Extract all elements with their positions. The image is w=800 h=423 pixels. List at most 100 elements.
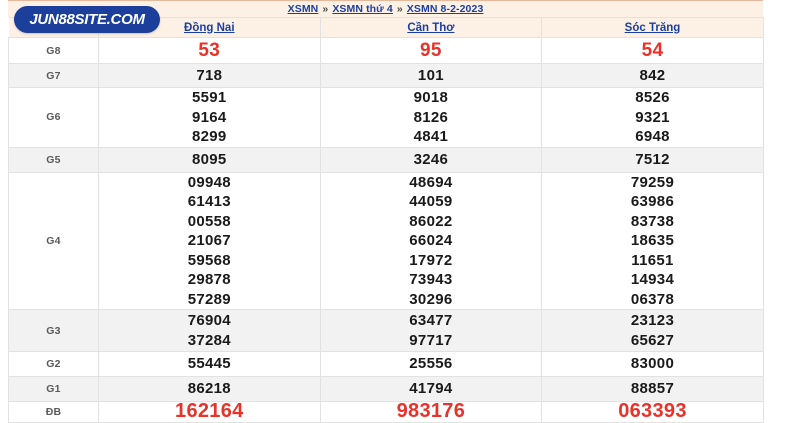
- prize-number: 4841: [413, 128, 449, 145]
- prize-number: 61413: [187, 193, 231, 210]
- prize-number: 9164: [192, 108, 227, 126]
- breadcrumb-item-0[interactable]: XSMN: [287, 3, 319, 15]
- prize-number: 59568: [187, 251, 231, 269]
- lottery-results-page: XSMN » XSMN thứ 4 » XSMN 8-2-2023 JUN88S…: [8, 0, 764, 423]
- prize-number: 86218: [187, 380, 231, 398]
- prize-number: 162164: [175, 400, 244, 422]
- prize-number: 73943: [409, 271, 453, 288]
- prize-number: 37284: [187, 331, 231, 349]
- prize-cell-g8-c-n-th: 95: [319, 37, 543, 64]
- table-row: G6 5591 9164 8299 9018 8126 4841 8526 9321 6948: [8, 87, 764, 148]
- prize-cell-g2-ng-nai: 55445: [98, 351, 321, 377]
- prize-number: 983176: [396, 400, 466, 422]
- prize-number: 8126: [413, 108, 449, 126]
- prize-label-g1: G1: [8, 376, 99, 402]
- prize-number: 3246: [413, 150, 449, 168]
- prize-label-g5: G5: [8, 146, 99, 173]
- prize-number: 86022: [409, 212, 453, 230]
- prize-label-g2: G2: [8, 351, 99, 377]
- prize-number: 83738: [630, 212, 675, 230]
- prize-number: 83000: [630, 355, 675, 373]
- column-header-province-2[interactable]: Sóc Trăng: [541, 17, 764, 38]
- prize-cell-g8-ng-nai: 53: [98, 37, 321, 64]
- breadcrumb: XSMN » XSMN thứ 4 » XSMN 8-2-2023: [8, 1, 763, 17]
- prize-number: 76904: [187, 312, 231, 329]
- prize-number: 5591: [192, 89, 227, 106]
- prize-number: 44059: [409, 193, 453, 210]
- prize-number: 21067: [187, 232, 231, 249]
- prize-cell-g5-c-n-th: 3246: [319, 146, 543, 173]
- breadcrumb-item-1[interactable]: XSMN thứ 4: [332, 3, 393, 15]
- prize-label-g8: G8: [8, 37, 99, 64]
- prize-number: 29878: [187, 271, 231, 288]
- prize-number: 9018: [413, 89, 449, 106]
- prize-number: 8095: [192, 150, 227, 168]
- prize-cell-g5-s-c-tr-ng: 7512: [541, 146, 764, 173]
- prize-label-g6: G6: [8, 87, 99, 148]
- prize-cell-g3-ng-nai: 76904 37284: [98, 309, 321, 352]
- prize-label-b: ĐB: [8, 401, 99, 423]
- table-row: G4 09948 61413 00558 21067 59568 29878 57289 486…: [8, 171, 764, 310]
- prize-cell-g7-ng-nai: 718: [98, 63, 321, 88]
- prize-number: 11651: [631, 251, 674, 269]
- prize-cell-g6-ng-nai: 5591 9164 8299: [98, 87, 321, 148]
- prize-label-g7: G7: [8, 63, 99, 88]
- prize-number: 718: [196, 66, 223, 84]
- prize-number: 101: [417, 66, 444, 84]
- table-row: G7 718 101 842: [8, 63, 764, 88]
- prize-number: 63477: [409, 312, 453, 329]
- prize-cell-g6-s-c-tr-ng: 8526 9321 6948: [541, 87, 764, 148]
- prize-number: 66024: [409, 232, 453, 249]
- prize-number: 57289: [187, 290, 231, 308]
- prize-number: 23123: [630, 312, 675, 329]
- table-row: ĐB 162164 983176 063393: [8, 400, 764, 423]
- prize-number: 95: [420, 39, 442, 61]
- prize-cell-b-s-c-tr-ng: 063393: [541, 400, 764, 423]
- prize-number: 8526: [635, 89, 670, 106]
- prize-number: 53: [198, 39, 221, 61]
- prize-cell-g7-c-n-th: 101: [319, 63, 543, 88]
- header-strip: [8, 0, 763, 17]
- prize-number: 41794: [409, 380, 453, 398]
- lottery-results-table: Đồng Nai Cần Thơ Sóc Trăng G8 53 95 54 G7 718…: [8, 17, 764, 423]
- prize-number: 55445: [187, 355, 231, 373]
- province-name-0: Đồng Nai: [184, 21, 235, 34]
- province-name-2: Sóc Trăng: [624, 21, 681, 34]
- table-row: G5 8095 3246 7512: [8, 146, 764, 173]
- table-row: G2 55445 25556 83000: [8, 351, 764, 377]
- prize-cell-g1-ng-nai: 86218: [98, 376, 321, 402]
- prize-cell-b-ng-nai: 162164: [98, 400, 321, 423]
- table-row: G1 86218 41794 88857: [8, 376, 764, 402]
- prize-number: 25556: [409, 355, 453, 373]
- column-header-province-1[interactable]: Cần Thơ: [319, 17, 543, 38]
- prize-number: 79259: [630, 173, 675, 191]
- breadcrumb-separator: »: [396, 3, 403, 15]
- prize-number: 00558: [187, 212, 231, 230]
- prize-label-g3: G3: [8, 309, 99, 352]
- prize-cell-g4-ng-nai: 09948 61413 00558 21067 59568 29878 57289: [98, 171, 321, 310]
- prize-cell-g3-s-c-tr-ng: 23123 65627: [541, 309, 764, 352]
- breadcrumb-item-2[interactable]: XSMN 8-2-2023: [406, 3, 484, 15]
- prize-number: 18635: [630, 232, 675, 249]
- prize-number: 88857: [630, 380, 675, 398]
- prize-number: 063393: [618, 400, 687, 422]
- prize-number: 14934: [630, 271, 675, 288]
- prize-number: 54: [641, 39, 664, 61]
- prize-number: 9321: [635, 108, 670, 126]
- prize-number: 06378: [630, 290, 675, 308]
- prize-cell-g5-ng-nai: 8095: [98, 146, 321, 173]
- prize-number: 17972: [409, 251, 453, 269]
- prize-cell-g3-c-n-th: 63477 97717: [319, 309, 543, 352]
- site-logo[interactable]: JUN88SITE.COM: [14, 6, 160, 33]
- prize-cell-g4-c-n-th: 48694 44059 86022 66024 17972 73943 30296: [319, 171, 543, 310]
- prize-number: 63986: [630, 193, 675, 210]
- prize-cell-g2-s-c-tr-ng: 83000: [541, 351, 764, 377]
- prize-number: 6948: [635, 128, 670, 145]
- prize-cell-g1-s-c-tr-ng: 88857: [541, 376, 764, 402]
- province-name-1: Cần Thơ: [407, 21, 455, 34]
- prize-number: 09948: [187, 173, 231, 191]
- prize-number: 7512: [635, 150, 670, 168]
- prize-cell-g2-c-n-th: 25556: [319, 351, 543, 377]
- prize-number: 48694: [409, 173, 453, 191]
- table-body: G8 53 95 54 G7 718 101 842 G6 5591 9164 8299 9018 812…: [8, 37, 764, 423]
